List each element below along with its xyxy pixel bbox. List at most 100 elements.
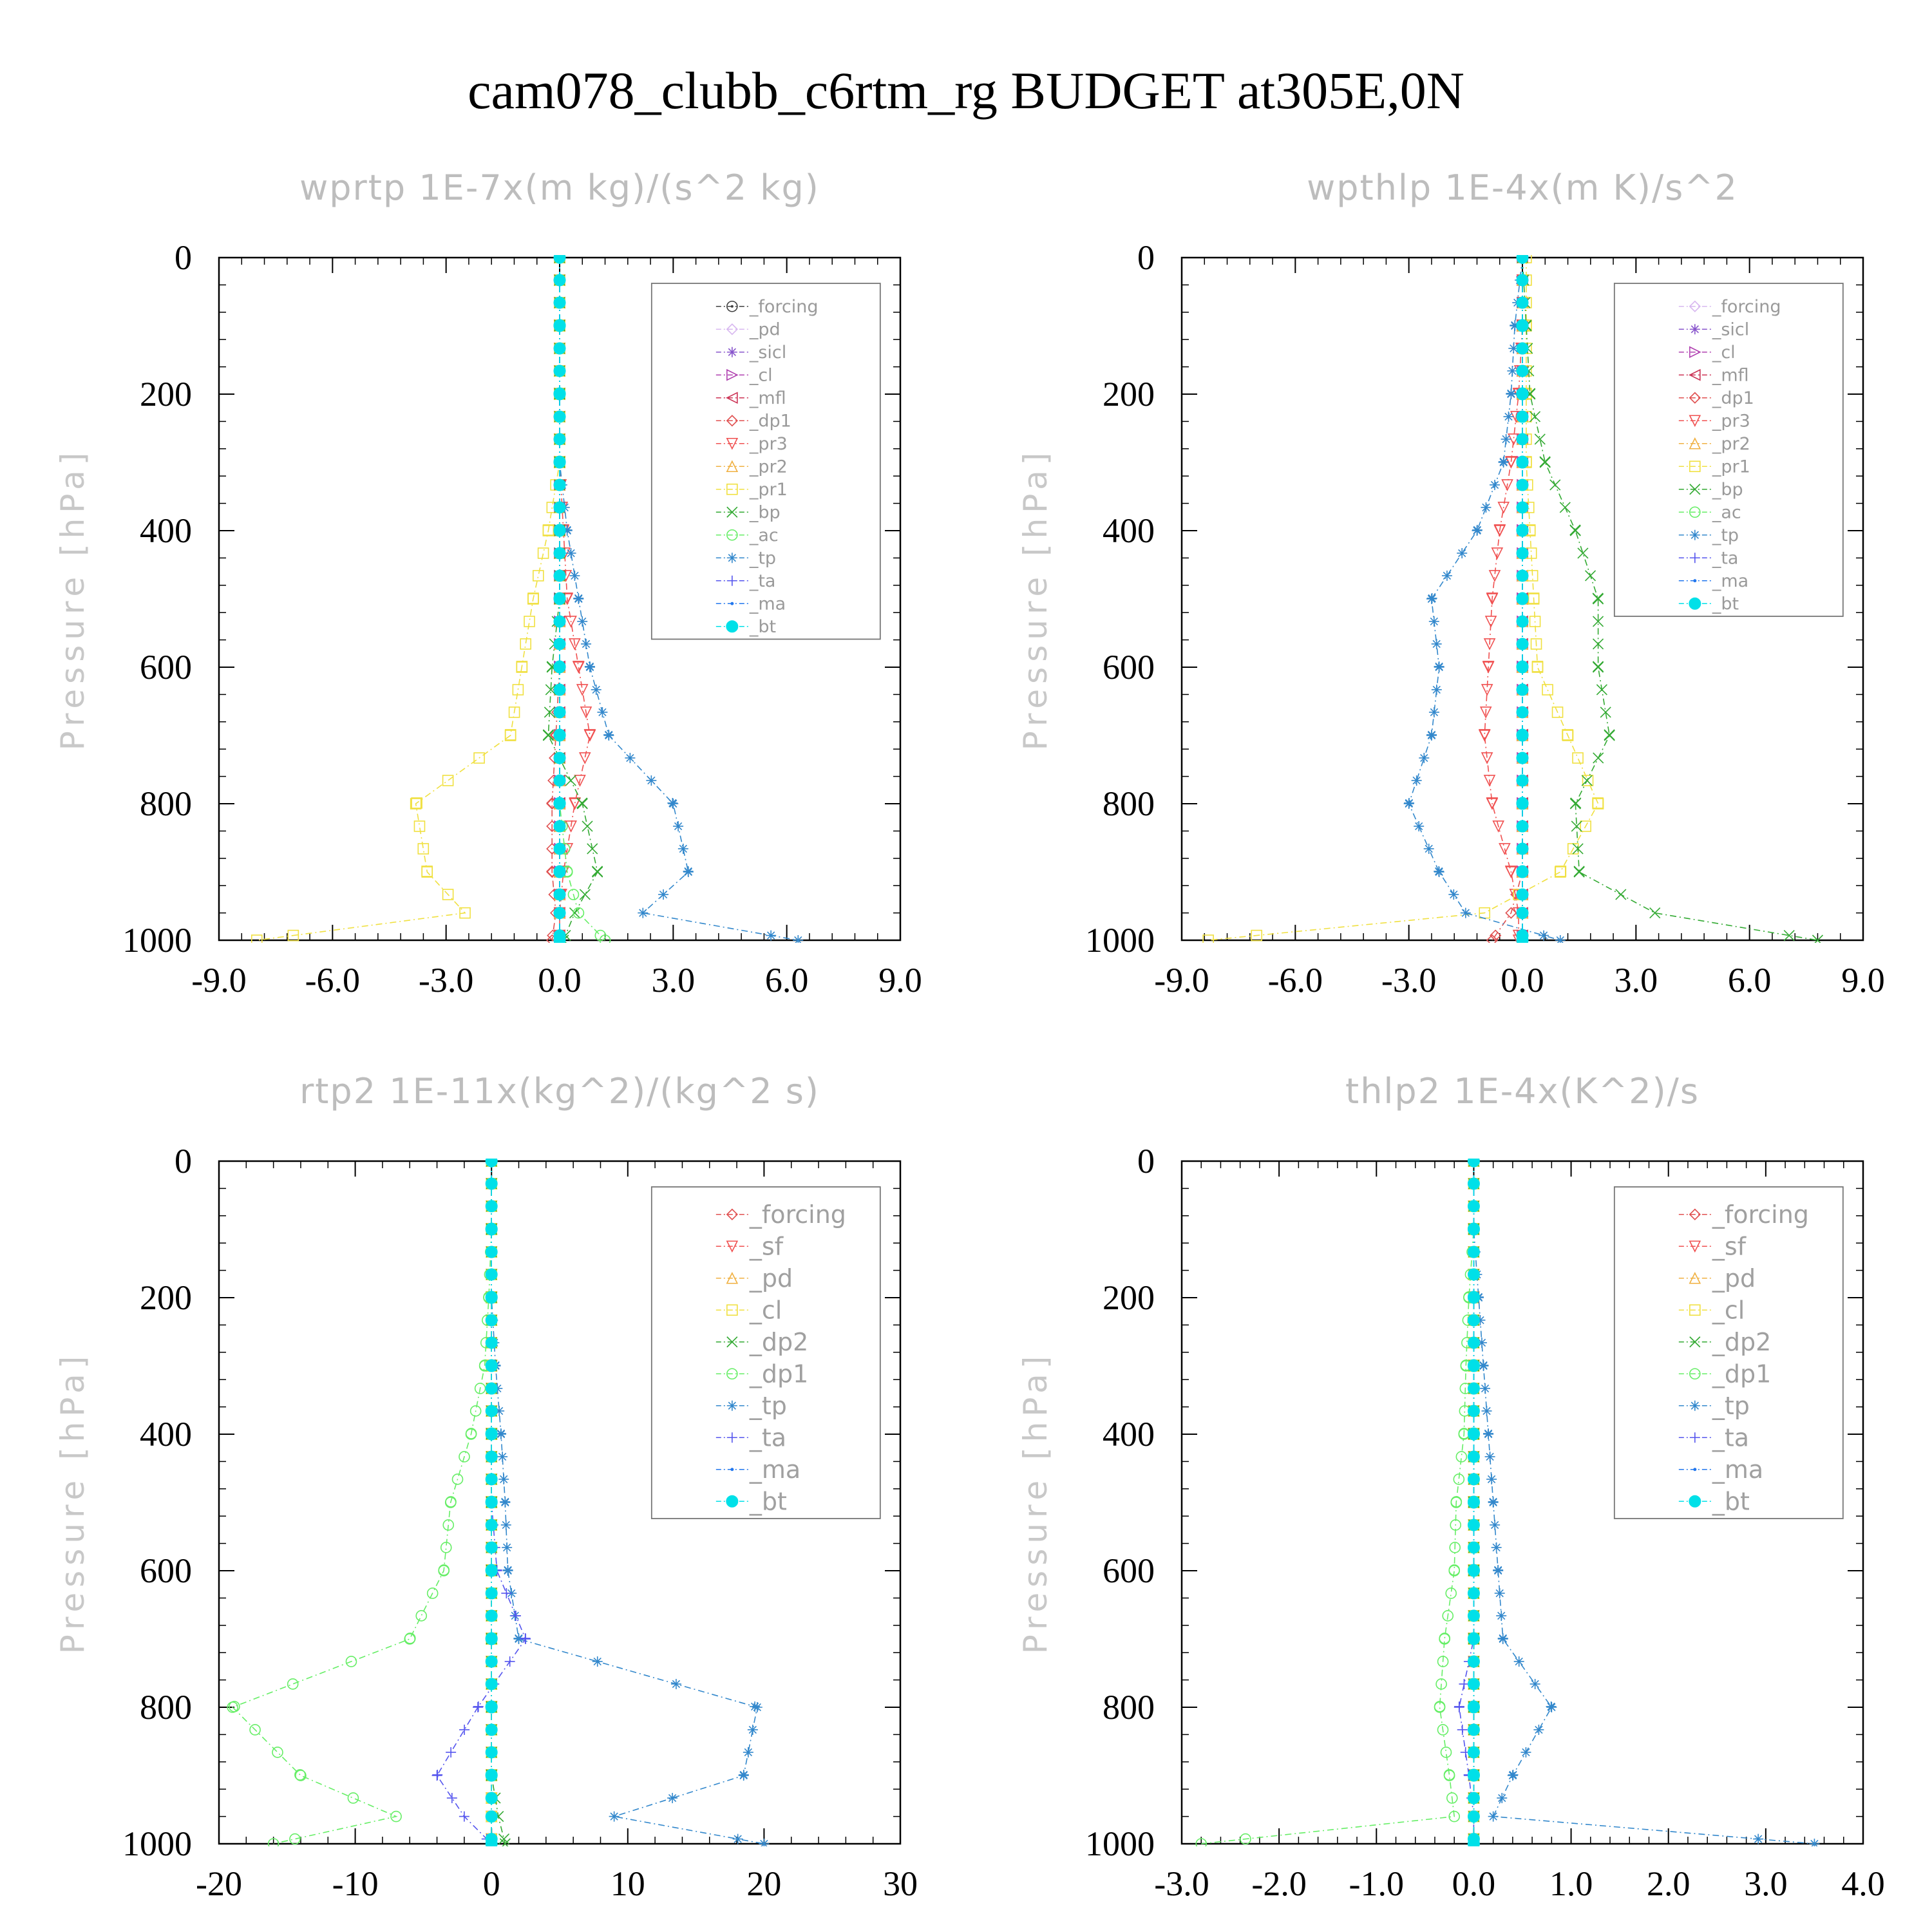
legend-item-ta: _ta [715,571,776,591]
legend-label: _cl [1712,343,1736,363]
figure-title: cam078_clubb_c6rtm_rg BUDGET at305E,0N [468,61,1464,120]
x-tick-label: 30 [883,1864,918,1903]
plot-frame [218,1160,902,1845]
legend-label: _pd [1712,1264,1756,1293]
series-line [1522,257,1818,941]
legend-label: _forcing [1712,1200,1809,1229]
series-line [1408,257,1561,941]
panel-thlp2: thlp2 1E-4x(K^2)/s Pressure [hPa] -3.0 -2.0… [1017,1071,1885,1903]
x-tick-label: -6.0 [1268,961,1323,999]
legend-label: _dp1 [1712,388,1754,408]
legend-label: _sicl [1712,319,1749,339]
legend-label: _dp1 [749,411,791,431]
legend-label: _bp [1712,480,1743,500]
legend-item-sf: _sf [715,1232,784,1260]
legend-item-pr1: _pr1 [1678,457,1750,477]
legend-label: _ma [1712,571,1748,591]
legend: _forcing_sicl_cl_mfl_dp1_pr3_pr2_pr1_bp_… [1613,283,1844,617]
legend-label: _sf [1712,1232,1747,1260]
series-pr1 [1202,255,1604,943]
x-tick-label: 0.0 [538,961,582,999]
legend-item-forcing: _forcing [1678,297,1781,317]
legend-label: _bt [1712,594,1739,614]
x-tick-label: 20 [746,1864,781,1903]
legend-item-mfl: _mfl [715,388,786,408]
series-line [256,258,560,941]
legend-item-dp1: _dp1 [1678,388,1754,408]
series-bt [1467,1159,1480,1846]
legend-label: _dp2 [749,1328,808,1356]
panel-title: wprtp 1E-7x(m kg)/(s^2 kg) [299,167,820,208]
series-bt [1516,255,1529,943]
legend-item-pr2: _pr2 [1678,434,1750,454]
x-tick-label: -3.0 [1154,1864,1209,1903]
legend-label: _sf [749,1232,784,1260]
legend-label: _bt [1712,1487,1750,1515]
series-line [1208,258,1599,941]
x-tick-label: -3.0 [1381,961,1436,999]
legend-item-cl: _cl [715,365,773,385]
y-tick-label: 600 [1103,1551,1155,1590]
legend-item-ac: _ac [1678,502,1741,522]
x-tick-label: 3.0 [652,961,696,999]
y-tick-label: 0 [175,1142,192,1180]
legend-label: _forcing [1712,297,1781,317]
x-tick-label: -3.0 [419,961,473,999]
legend: _forcing _sf _pd _cl _dp2 _dp1 _tp _ta _ma _bt [650,1186,881,1519]
legend-label: _mfl [1712,365,1749,385]
panel-wprtp: wprtp 1E-7x(m kg)/(s^2 kg) Pressure [hPa]… [54,167,922,999]
legend-label: _tp [1712,1392,1750,1420]
legend-item-pr3: _pr3 [1678,411,1750,431]
legend-label: _pr3 [749,434,788,454]
legend-label: _pr2 [749,457,788,477]
legend-item-forcing: _forcing [715,1200,846,1229]
series-line [1458,1161,1475,1844]
legend-item-bp: _bp [715,502,781,522]
series-line [559,258,591,940]
y-tick-label: 1000 [122,921,192,960]
series-line [231,1161,493,1844]
legend-label: _cl [749,1296,782,1324]
legend-item-pd: _pd [715,1264,793,1293]
legend: _forcing_pd_sicl_cl_mfl_dp1_pr3_pr2_pr1_… [650,283,881,640]
legend-item-bt: _bt [715,1487,787,1515]
legend-label: _ma [749,594,786,614]
y-tick-label: 200 [140,375,192,413]
x-tick-label: -2.0 [1251,1864,1306,1903]
legend-label: _ma [1712,1455,1763,1484]
legend-label: _pr1 [749,480,788,500]
legend-item-pr1: _pr1 [715,480,788,500]
y-tick-label: 600 [140,1551,192,1590]
legend-label: _forcing [749,297,819,317]
legend-label: _forcing [749,1200,846,1229]
x-tick-label: 6.0 [765,961,809,999]
y-axis-label: Pressure [hPa] [54,448,91,751]
legend-label: _ta [1712,1423,1749,1452]
y-tick-label: 800 [140,1688,192,1727]
x-tick-label: 1.0 [1549,1864,1593,1903]
y-tick-label: 1000 [122,1824,192,1863]
legend-label: _tp [749,548,776,568]
legend-label: _ta [749,571,776,591]
legend-item-forcing: _forcing [715,297,819,317]
panel-title: rtp2 1E-11x(kg^2)/(kg^2 s) [299,1071,820,1112]
legend-item-bt: _bt [1678,1487,1750,1515]
legend-label: _pr1 [1712,457,1750,477]
x-tick-label: 6.0 [1728,961,1772,999]
series-pr1 [251,255,565,943]
series-bt [485,1159,498,1846]
legend-item-dp1: _dp1 [715,411,791,431]
y-tick-label: 1000 [1085,921,1155,960]
legend-item-dp2: _dp2 [1678,1328,1771,1356]
legend-label: _ac [1712,502,1741,522]
series-line [436,1161,527,1844]
legend-label: _cl [749,365,773,385]
legend-label: _sicl [749,343,786,363]
y-tick-label: 600 [140,648,192,687]
legend-item-bt: _bt [1678,594,1739,614]
x-tick-label: -1.0 [1349,1864,1404,1903]
series-dp1 [1195,1159,1480,1846]
y-axis-label: Pressure [hPa] [1017,448,1054,751]
legend: _forcing _sf _pd _cl _dp2 _dp1 _tp _ta _ma _bt [1613,1186,1844,1519]
